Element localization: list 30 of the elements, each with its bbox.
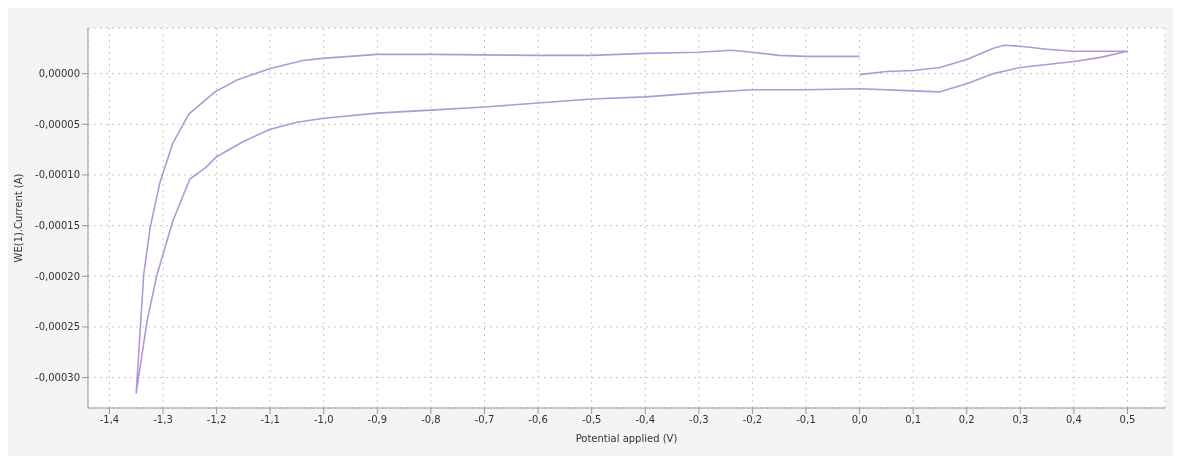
x-axis-title: Potential applied (V)	[575, 433, 678, 444]
x-tick-label: -0,6	[528, 414, 548, 426]
x-tick-label: 0,2	[958, 414, 975, 426]
x-tick-label: -0,2	[742, 414, 763, 426]
line-series	[135, 44, 1129, 394]
x-tick-label: -0,5	[581, 414, 602, 426]
y-tick-label: 0,00000	[38, 68, 80, 80]
x-tick-label: 0,1	[905, 414, 922, 426]
y-tick-label: -0,00030	[35, 372, 80, 384]
x-tick-label: 0,3	[1012, 414, 1029, 426]
y-tick-label: -0,00020	[35, 270, 80, 282]
y-tick-label: -0,00010	[35, 169, 80, 181]
y-tick-label: -0,00025	[35, 321, 80, 333]
x-tick-label: 0,5	[1119, 414, 1136, 426]
x-tick-label: -0,1	[796, 414, 816, 426]
y-tick-label: -0,00005	[35, 118, 80, 130]
x-tick-label: -0,8	[421, 414, 441, 426]
x-tick-label: -0,4	[635, 414, 656, 426]
x-tick-label: -1,2	[206, 414, 227, 426]
x-tick-label: -1,4	[99, 414, 120, 426]
x-tick-label: -1,0	[314, 414, 334, 426]
x-tick-label: -1,1	[260, 414, 280, 426]
x-tick-label: -1,3	[153, 414, 173, 426]
x-tick-label: -0,9	[367, 414, 388, 426]
x-tick-label: 0,4	[1065, 414, 1082, 426]
x-tick-label: 0,0	[851, 414, 868, 426]
y-tick-label: -0,00015	[35, 220, 80, 232]
x-tick-label: -0,3	[689, 414, 709, 426]
x-tick-label: -0,7	[474, 414, 495, 426]
y-axis-title: WE(1).Current (A)	[12, 173, 24, 263]
